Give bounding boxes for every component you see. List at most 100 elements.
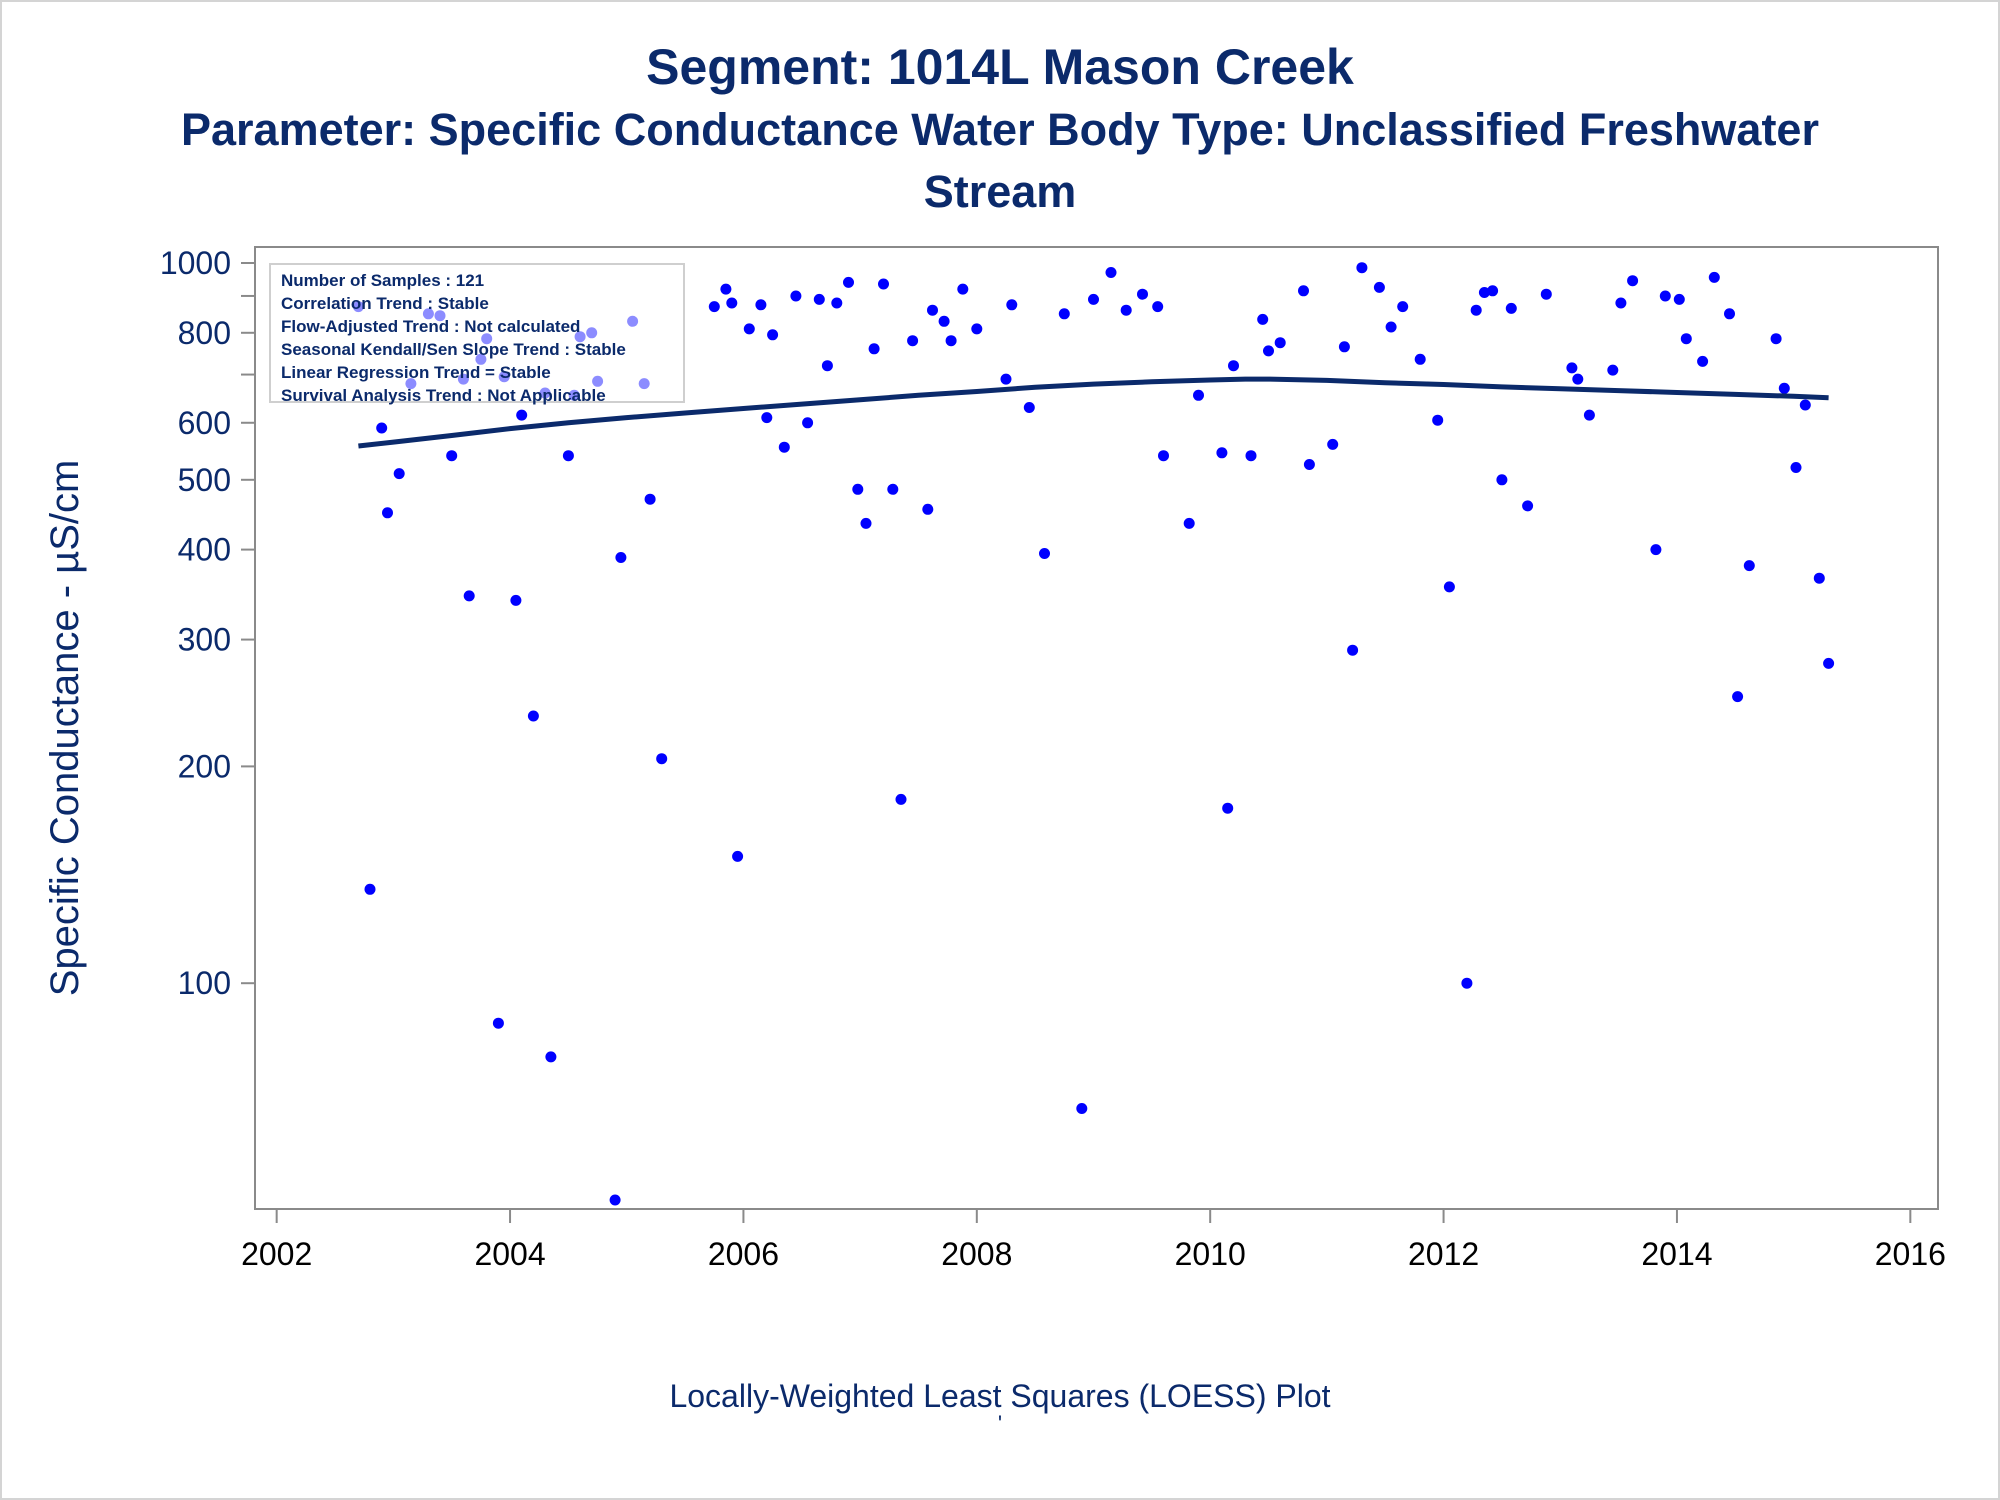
- data-point: [1257, 313, 1269, 325]
- footnote: Locally-Weighted Least Squares (LOESS) P…: [0, 1378, 2000, 1436]
- stat-seasonal-kendall-trend: Seasonal Kendall/Sen Slope Trend : Stabl…: [281, 340, 626, 359]
- x-tick-label: 2016: [1875, 1236, 1946, 1272]
- data-point: [1443, 581, 1455, 593]
- data-point: [887, 483, 899, 495]
- data-point: [1414, 353, 1426, 365]
- data-point: [726, 297, 738, 309]
- data-point: [1263, 345, 1274, 357]
- y-tick-label: 500: [178, 462, 231, 498]
- data-point: [1152, 301, 1164, 313]
- data-point: [1006, 299, 1018, 311]
- data-point: [927, 304, 938, 316]
- data-point: [1039, 548, 1050, 559]
- data-point: [1522, 500, 1534, 512]
- data-point: [957, 283, 969, 295]
- stat-linear-regression-trend: Linear Regression Trend = Stable: [281, 363, 551, 382]
- data-point: [1397, 301, 1409, 313]
- data-point: [1183, 517, 1195, 529]
- data-point: [393, 468, 405, 480]
- data-point: [813, 293, 825, 305]
- data-point: [1505, 302, 1517, 314]
- data-point: [1478, 287, 1490, 298]
- data-point: [1193, 389, 1204, 401]
- y-tick-label: 1000: [160, 245, 231, 281]
- data-point: [755, 299, 767, 311]
- footnote-text: Locally-Weighted Least Squares (LOESS) P…: [669, 1378, 1331, 1414]
- data-point: [1347, 644, 1359, 656]
- data-point: [516, 409, 528, 421]
- data-point: [656, 753, 668, 765]
- data-point: [761, 412, 773, 424]
- data-point: [1799, 399, 1811, 411]
- data-point: [895, 793, 907, 805]
- x-axis: 2002 2004 2006 2008 2010 2012 2014 2016: [241, 1209, 1946, 1272]
- data-point: [1076, 1103, 1088, 1114]
- data-point: [821, 360, 833, 372]
- data-point: [1496, 474, 1508, 486]
- data-point: [1743, 560, 1755, 572]
- stat-correlation-trend: Correlation Trend : Stable: [281, 294, 489, 313]
- data-point: [720, 283, 732, 295]
- data-point: [1373, 281, 1385, 293]
- x-tick-label: 2002: [241, 1236, 312, 1272]
- data-point: [1105, 267, 1117, 278]
- data-point: [843, 276, 854, 288]
- data-point: [1228, 360, 1239, 372]
- data-point: [463, 590, 475, 602]
- data-point: [1724, 308, 1735, 320]
- data-point: [1000, 373, 1012, 385]
- data-point: [1615, 297, 1627, 309]
- data-point: [1303, 459, 1315, 470]
- data-point: [802, 417, 814, 429]
- data-point: [831, 297, 843, 309]
- data-point: [938, 315, 950, 327]
- data-point: [510, 594, 522, 606]
- data-point: [778, 441, 790, 453]
- y-tick-label: 400: [178, 532, 231, 568]
- chart-title: Segment: 1014L Mason Creek: [646, 39, 1354, 95]
- data-point: [527, 710, 539, 722]
- data-point: [1216, 447, 1228, 459]
- data-point: [708, 301, 720, 313]
- data-point: [644, 493, 656, 505]
- data-point: [1627, 275, 1639, 287]
- data-point: [1583, 409, 1595, 421]
- data-point: [1338, 341, 1350, 353]
- data-point: [1245, 450, 1257, 462]
- y-tick-label: 600: [178, 405, 231, 441]
- y-tick-label: 800: [178, 315, 231, 351]
- data-point: [1540, 288, 1552, 300]
- data-point: [1770, 333, 1782, 345]
- data-point: [732, 850, 744, 862]
- y-axis-label: Specific Conductance - µS/cm: [43, 460, 87, 997]
- footnote-mark: ': [997, 1411, 1003, 1436]
- data-point: [1487, 285, 1499, 297]
- data-point: [1222, 802, 1234, 814]
- data-point: [1120, 304, 1132, 316]
- data-point: [1356, 262, 1368, 274]
- data-point: [376, 422, 388, 434]
- data-point: [1572, 373, 1584, 385]
- y-axis: 100 200 300 400 500 600 800 1000: [160, 245, 255, 1001]
- data-point: [545, 1051, 557, 1063]
- data-point: [922, 503, 934, 515]
- data-point: [1385, 321, 1397, 333]
- chart-subtitle: Parameter: Specific Conductance Water Bo…: [181, 104, 1819, 155]
- data-point: [1659, 290, 1671, 302]
- data-point: [382, 507, 393, 519]
- data-point: [364, 883, 376, 895]
- data-point: [1327, 438, 1339, 450]
- data-point: [1790, 462, 1802, 473]
- x-tick-label: 2006: [708, 1236, 779, 1272]
- data-point: [1023, 402, 1035, 413]
- data-point: [945, 335, 957, 347]
- stat-survival-analysis-trend: Survival Analysis Trend : Not Applicable: [281, 386, 606, 405]
- data-point: [609, 1194, 621, 1206]
- data-point: [1697, 355, 1709, 367]
- data-point: [1673, 293, 1685, 305]
- data-point: [492, 1017, 504, 1029]
- x-tick-label: 2004: [474, 1236, 545, 1272]
- data-point: [907, 335, 919, 347]
